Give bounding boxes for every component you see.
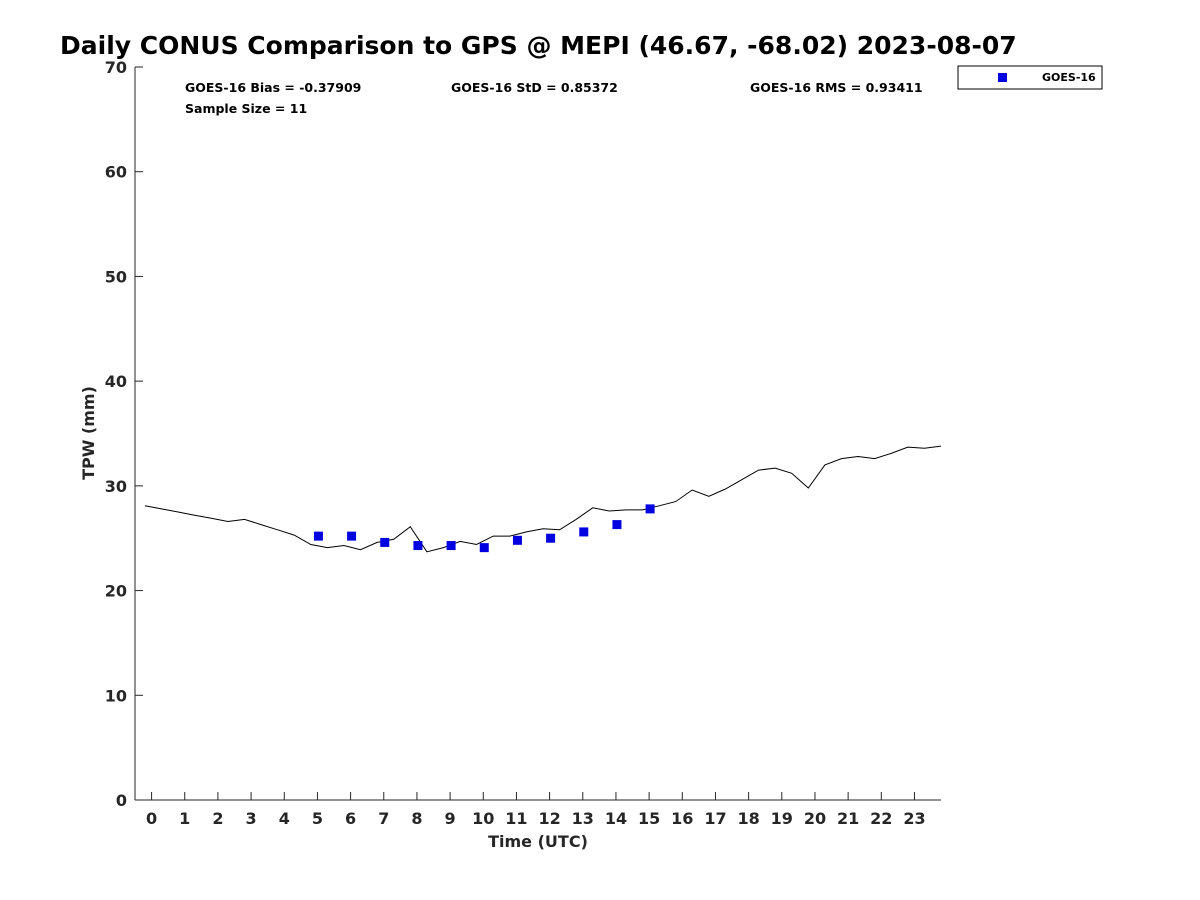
x-tick-label: 15	[638, 809, 660, 828]
chart-title: Daily CONUS Comparison to GPS @ MEPI (46…	[60, 31, 1017, 60]
goes16-point	[512, 535, 522, 545]
x-tick-label: 23	[903, 809, 925, 828]
y-tick-label: 30	[105, 477, 127, 496]
stat-rms: GOES-16 RMS = 0.93411	[750, 80, 923, 95]
x-tick-label: 5	[312, 809, 323, 828]
goes16-point	[612, 520, 622, 530]
x-tick-label: 4	[279, 809, 290, 828]
goes16-point	[446, 541, 456, 551]
x-tick-label: 16	[671, 809, 693, 828]
x-tick-label: 13	[572, 809, 594, 828]
y-axis-label: TPW (mm)	[79, 386, 98, 480]
goes16-point	[479, 543, 489, 553]
goes16-point	[347, 531, 357, 541]
goes16-point	[546, 533, 556, 543]
x-axis-label: Time (UTC)	[488, 832, 588, 851]
y-ticks: 0 10 20 30 40 50 60 70	[105, 58, 143, 810]
x-tick-label: 0	[146, 809, 157, 828]
goes16-points	[313, 504, 655, 553]
y-tick-label: 0	[116, 791, 127, 810]
x-tick-label: 1	[179, 809, 190, 828]
goes16-point	[579, 527, 589, 537]
x-tick-label: 11	[505, 809, 527, 828]
goes16-point	[645, 504, 655, 514]
stat-sample-size: Sample Size = 11	[185, 101, 307, 116]
goes16-point	[413, 541, 423, 551]
x-tick-label: 9	[445, 809, 456, 828]
legend-box	[957, 65, 1103, 90]
y-tick-label: 40	[105, 372, 127, 391]
y-tick-label: 70	[105, 58, 127, 77]
y-tick-label: 20	[105, 582, 127, 601]
gps-series-line	[144, 445, 942, 553]
x-tick-label: 3	[246, 809, 257, 828]
legend-label-goes16: GOES-16	[1042, 71, 1096, 84]
y-tick-label: 60	[105, 163, 127, 182]
y-tick-label: 50	[105, 267, 127, 286]
x-tick-label: 20	[804, 809, 826, 828]
x-tick-label: 22	[870, 809, 892, 828]
gps-series-group	[144, 445, 942, 553]
legend-marker-goes16	[998, 73, 1007, 82]
goes16-point	[380, 537, 390, 547]
x-tick-label: 12	[538, 809, 560, 828]
x-tick-label: 21	[837, 809, 859, 828]
stat-std: GOES-16 StD = 0.85372	[451, 80, 618, 95]
x-tick-label: 6	[345, 809, 356, 828]
x-tick-label: 2	[212, 809, 223, 828]
x-tick-label: 14	[605, 809, 627, 828]
x-tick-label: 19	[771, 809, 793, 828]
x-tick-label: 10	[472, 809, 494, 828]
goes16-point	[313, 531, 323, 541]
x-tick-label: 8	[411, 809, 422, 828]
legend: GOES-16	[957, 65, 1103, 90]
x-tick-label: 17	[704, 809, 726, 828]
plot-axes	[134, 67, 941, 801]
x-tick-label: 7	[378, 809, 389, 828]
x-tick-label: 18	[737, 809, 759, 828]
stat-bias: GOES-16 Bias = -0.37909	[185, 80, 361, 95]
x-ticks: 0 1 2 3 4 5 6 7 8 9 10 11 12 13 14 15 16 17 18 19 20 21 22 23	[146, 792, 926, 828]
y-tick-label: 10	[105, 686, 127, 705]
